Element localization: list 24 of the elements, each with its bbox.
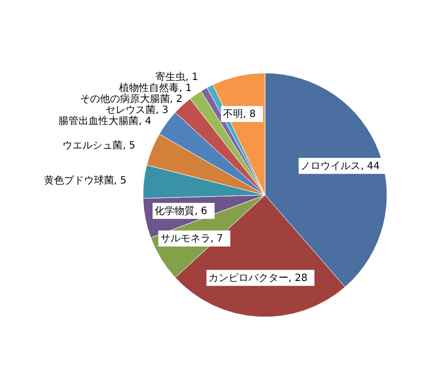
data-label: , 1 xyxy=(185,72,198,84)
data-label: , 5 xyxy=(114,175,127,186)
data-label: , 7 xyxy=(210,233,224,244)
slice-label: 黄色ブドウ球菌 xyxy=(44,174,114,186)
slice-label: 寄生虫 xyxy=(155,71,186,84)
data-label: , 44 xyxy=(360,160,380,172)
data-label: , 3 xyxy=(156,105,168,116)
data-label: , 1 xyxy=(179,83,192,94)
slice-label: サルモネラ xyxy=(160,233,210,244)
slice-label: 植物性自然毒 xyxy=(119,82,179,94)
slice-label: カンピロバクター xyxy=(208,272,288,284)
slice-label: 化学物質 xyxy=(154,204,195,217)
slice-label: セレウス菌 xyxy=(106,104,156,116)
data-label: , 6 xyxy=(194,206,208,217)
slice-label: その他の病原大腸菌 xyxy=(80,93,170,106)
data-label: , 4 xyxy=(138,116,152,128)
slice-label: 不明 xyxy=(223,109,243,120)
slice-label: ノロウイルス xyxy=(300,160,361,172)
data-label: , 28 xyxy=(288,272,308,284)
data-label: , 8 xyxy=(243,109,256,120)
data-label: , 2 xyxy=(170,94,183,106)
slice-label: ウエルシュ菌 xyxy=(62,139,123,152)
slice-label: 腸管出血性大腸菌 xyxy=(58,115,139,128)
data-label: , 5 xyxy=(122,140,136,152)
